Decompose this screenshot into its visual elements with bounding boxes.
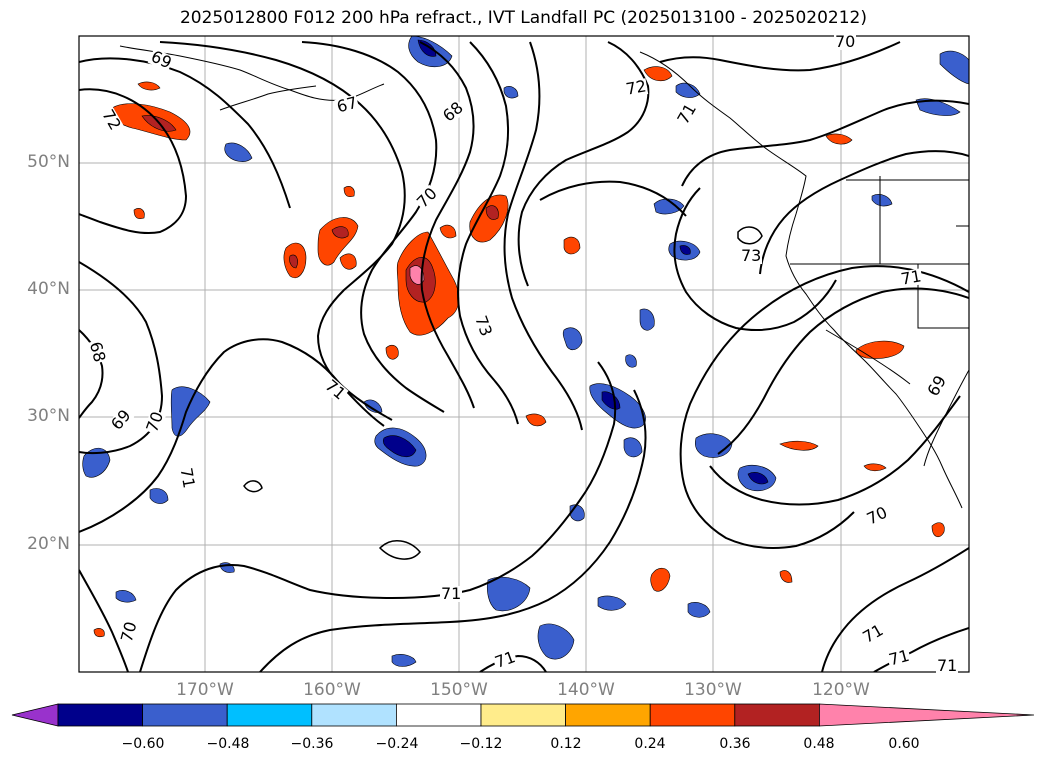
colorbar-segment <box>480 703 566 727</box>
lat-label-20n: 20°N <box>27 534 70 554</box>
positive-anomaly-shading <box>93 66 945 638</box>
lat-label-30n: 30°N <box>27 406 70 426</box>
colorbar-segment <box>311 703 397 727</box>
gridlines <box>79 36 969 672</box>
map-title: 2025012800 F012 200 hPa refract., IVT La… <box>179 8 867 28</box>
lat-label-50n: 50°N <box>27 152 70 172</box>
lon-label-160w: 160°W <box>303 680 361 700</box>
colorbar-segment <box>57 703 143 727</box>
colorbar-segment <box>142 703 228 727</box>
colorbar-segment <box>649 703 736 727</box>
colorbar-segment <box>565 703 651 727</box>
colorbar-extend-max <box>819 703 1035 727</box>
refractivity-contours <box>79 41 969 672</box>
colorbar-tick: −0.12 <box>459 736 503 752</box>
colorbar-segment <box>226 703 313 727</box>
colorbar-tick: −0.24 <box>375 736 419 752</box>
map-border <box>78 35 970 673</box>
colorbar-tick: 0.36 <box>719 736 751 752</box>
contour-label: 73 <box>740 246 763 265</box>
colorbar <box>11 703 1035 727</box>
contour-label: 71 <box>440 584 463 603</box>
colorbar-tick: −0.60 <box>121 736 165 752</box>
lon-label-170w: 170°W <box>176 680 234 700</box>
colorbar-tick: 0.24 <box>634 736 666 752</box>
lat-label-40n: 40°N <box>27 279 70 299</box>
contour-label: 71 <box>898 266 924 289</box>
colorbar-tick: −0.48 <box>206 736 250 752</box>
contour-label: 68 <box>85 339 110 365</box>
colorbar-tick: 0.48 <box>803 736 835 752</box>
colorbar-tick: 0.60 <box>888 736 920 752</box>
colorbar-extend-min <box>11 703 59 727</box>
colorbar-segment <box>395 703 482 727</box>
colorbar-segment <box>734 703 820 727</box>
lon-label-130w: 130°W <box>684 680 742 700</box>
coastlines <box>119 45 969 509</box>
contour-label: 70 <box>834 32 857 51</box>
contour-label: 71 <box>176 465 199 491</box>
contour-label: 72 <box>623 76 649 99</box>
negative-anomaly-shading <box>82 36 969 667</box>
colorbar-tick: 0.12 <box>550 736 582 752</box>
colorbar-tick: −0.36 <box>290 736 334 752</box>
lon-label-150w: 150°W <box>430 680 488 700</box>
lon-label-140w: 140°W <box>557 680 615 700</box>
lon-label-120w: 120°W <box>812 680 870 700</box>
contour-label: 71 <box>936 656 959 675</box>
